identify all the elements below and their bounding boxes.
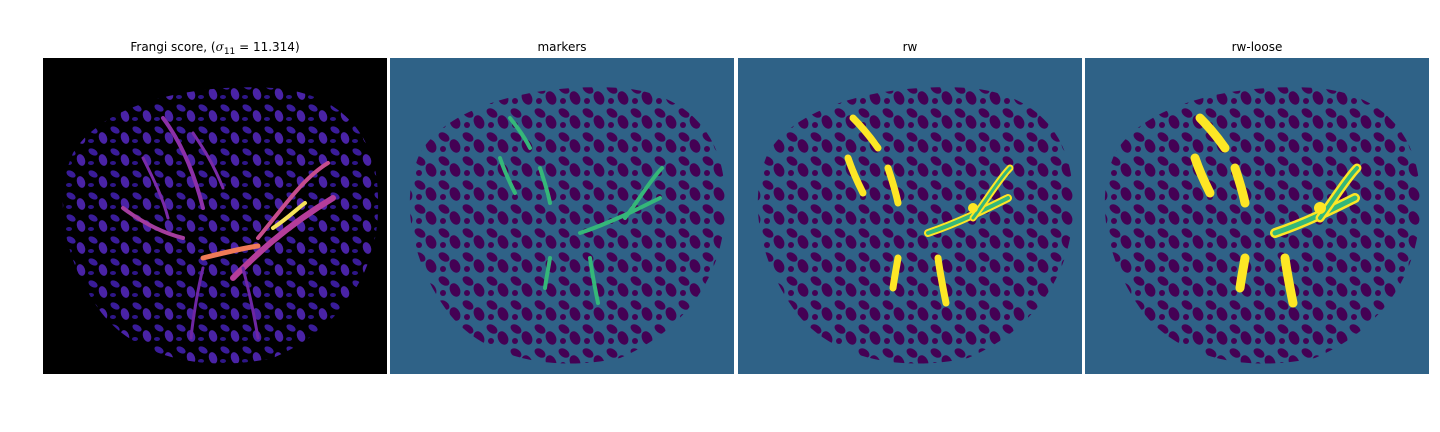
rw-loose-image — [1085, 58, 1429, 374]
frangi-title: Frangi score, (σ11 = 11.314) — [130, 40, 300, 57]
markers-image — [390, 58, 734, 374]
frangi-image — [43, 58, 387, 374]
markers-title: markers — [537, 40, 587, 54]
rw-image — [738, 58, 1082, 374]
rw-title: rw — [902, 40, 918, 54]
rw-loose-title: rw-loose — [1231, 40, 1283, 54]
